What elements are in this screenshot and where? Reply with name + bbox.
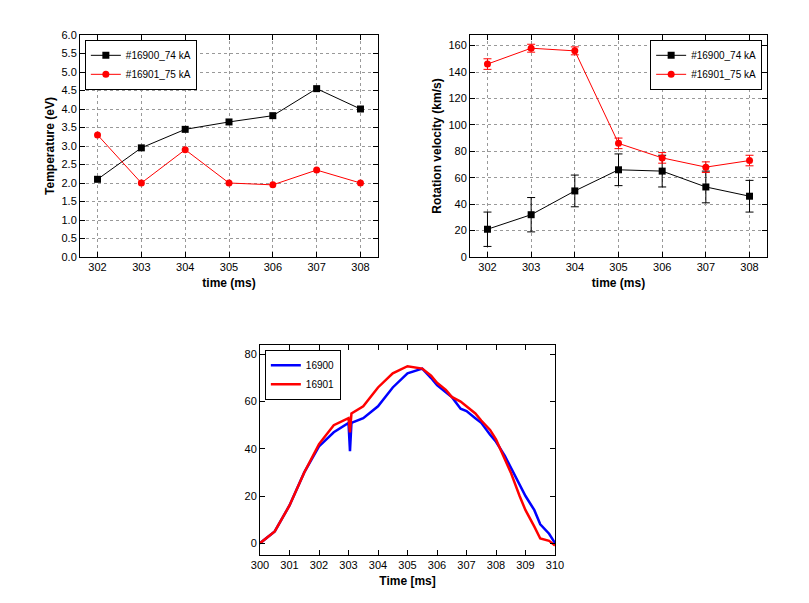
svg-text:308: 308 [351, 261, 369, 273]
svg-text:310: 310 [546, 559, 564, 571]
svg-text:0: 0 [461, 251, 467, 263]
svg-text:307: 307 [307, 261, 325, 273]
svg-text:140: 140 [448, 66, 466, 78]
svg-text:304: 304 [369, 559, 387, 571]
svg-text:300: 300 [251, 559, 269, 571]
svg-text:4.5: 4.5 [62, 84, 77, 96]
svg-text:60: 60 [455, 172, 467, 184]
svg-text:Temperature (eV): Temperature (eV) [43, 97, 57, 195]
svg-text:308: 308 [740, 261, 758, 273]
svg-text:3.0: 3.0 [62, 140, 77, 152]
svg-text:40: 40 [245, 443, 257, 455]
svg-text:303: 303 [522, 261, 540, 273]
svg-text:2.0: 2.0 [62, 177, 77, 189]
svg-text:301: 301 [280, 559, 298, 571]
svg-text:40: 40 [455, 198, 467, 210]
svg-text:80: 80 [455, 145, 467, 157]
svg-text:160: 160 [448, 39, 466, 51]
svg-text:0.0: 0.0 [62, 251, 77, 263]
svg-text:305: 305 [220, 261, 238, 273]
svg-text:302: 302 [310, 559, 328, 571]
svg-text:Time [ms]: Time [ms] [379, 574, 435, 588]
svg-text:308: 308 [487, 559, 505, 571]
svg-text:0.5: 0.5 [62, 232, 77, 244]
svg-text:1.0: 1.0 [62, 214, 77, 226]
svg-text:303: 303 [339, 559, 357, 571]
svg-text:#16900_74 kA: #16900_74 kA [691, 50, 756, 61]
svg-text:#16900_74 kA: #16900_74 kA [126, 50, 191, 61]
svg-text:307: 307 [457, 559, 475, 571]
svg-text:time (ms): time (ms) [592, 276, 645, 290]
svg-text:Rotation velocity (km/s): Rotation velocity (km/s) [430, 78, 444, 213]
svg-text:5.5: 5.5 [62, 47, 77, 59]
svg-text:time (ms): time (ms) [202, 276, 255, 290]
svg-text:302: 302 [88, 261, 106, 273]
svg-text:20: 20 [455, 224, 467, 236]
svg-text:305: 305 [609, 261, 627, 273]
svg-text:80: 80 [245, 348, 257, 360]
svg-text:302: 302 [478, 261, 496, 273]
svg-text:100: 100 [448, 119, 466, 131]
svg-text:5.0: 5.0 [62, 66, 77, 78]
svg-text:304: 304 [566, 261, 584, 273]
svg-text:306: 306 [428, 559, 446, 571]
svg-text:309: 309 [516, 559, 534, 571]
svg-text:1.5: 1.5 [62, 195, 77, 207]
svg-text:#16901_75 kA: #16901_75 kA [126, 69, 191, 80]
svg-text:306: 306 [653, 261, 671, 273]
svg-text:305: 305 [398, 559, 416, 571]
svg-text:303: 303 [132, 261, 150, 273]
svg-text:16900: 16900 [306, 360, 334, 371]
svg-text:3.5: 3.5 [62, 121, 77, 133]
svg-text:20: 20 [245, 490, 257, 502]
svg-text:306: 306 [264, 261, 282, 273]
svg-text:307: 307 [697, 261, 715, 273]
svg-text:304: 304 [176, 261, 194, 273]
svg-text:16901: 16901 [306, 379, 334, 390]
svg-text:#16901_75 kA: #16901_75 kA [691, 69, 756, 80]
svg-text:2.5: 2.5 [62, 158, 77, 170]
svg-text:4.0: 4.0 [62, 103, 77, 115]
svg-text:120: 120 [448, 92, 466, 104]
svg-text:6.0: 6.0 [62, 29, 77, 41]
svg-text:0: 0 [251, 537, 257, 549]
svg-text:60: 60 [245, 395, 257, 407]
